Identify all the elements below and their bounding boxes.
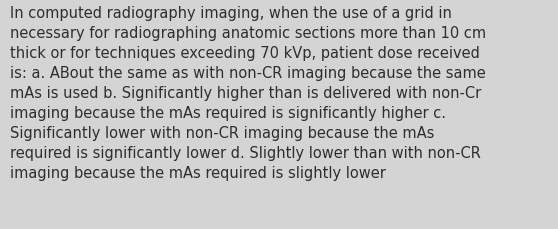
Text: In computed radiography imaging, when the use of a grid in
necessary for radiogr: In computed radiography imaging, when th… <box>10 6 486 180</box>
